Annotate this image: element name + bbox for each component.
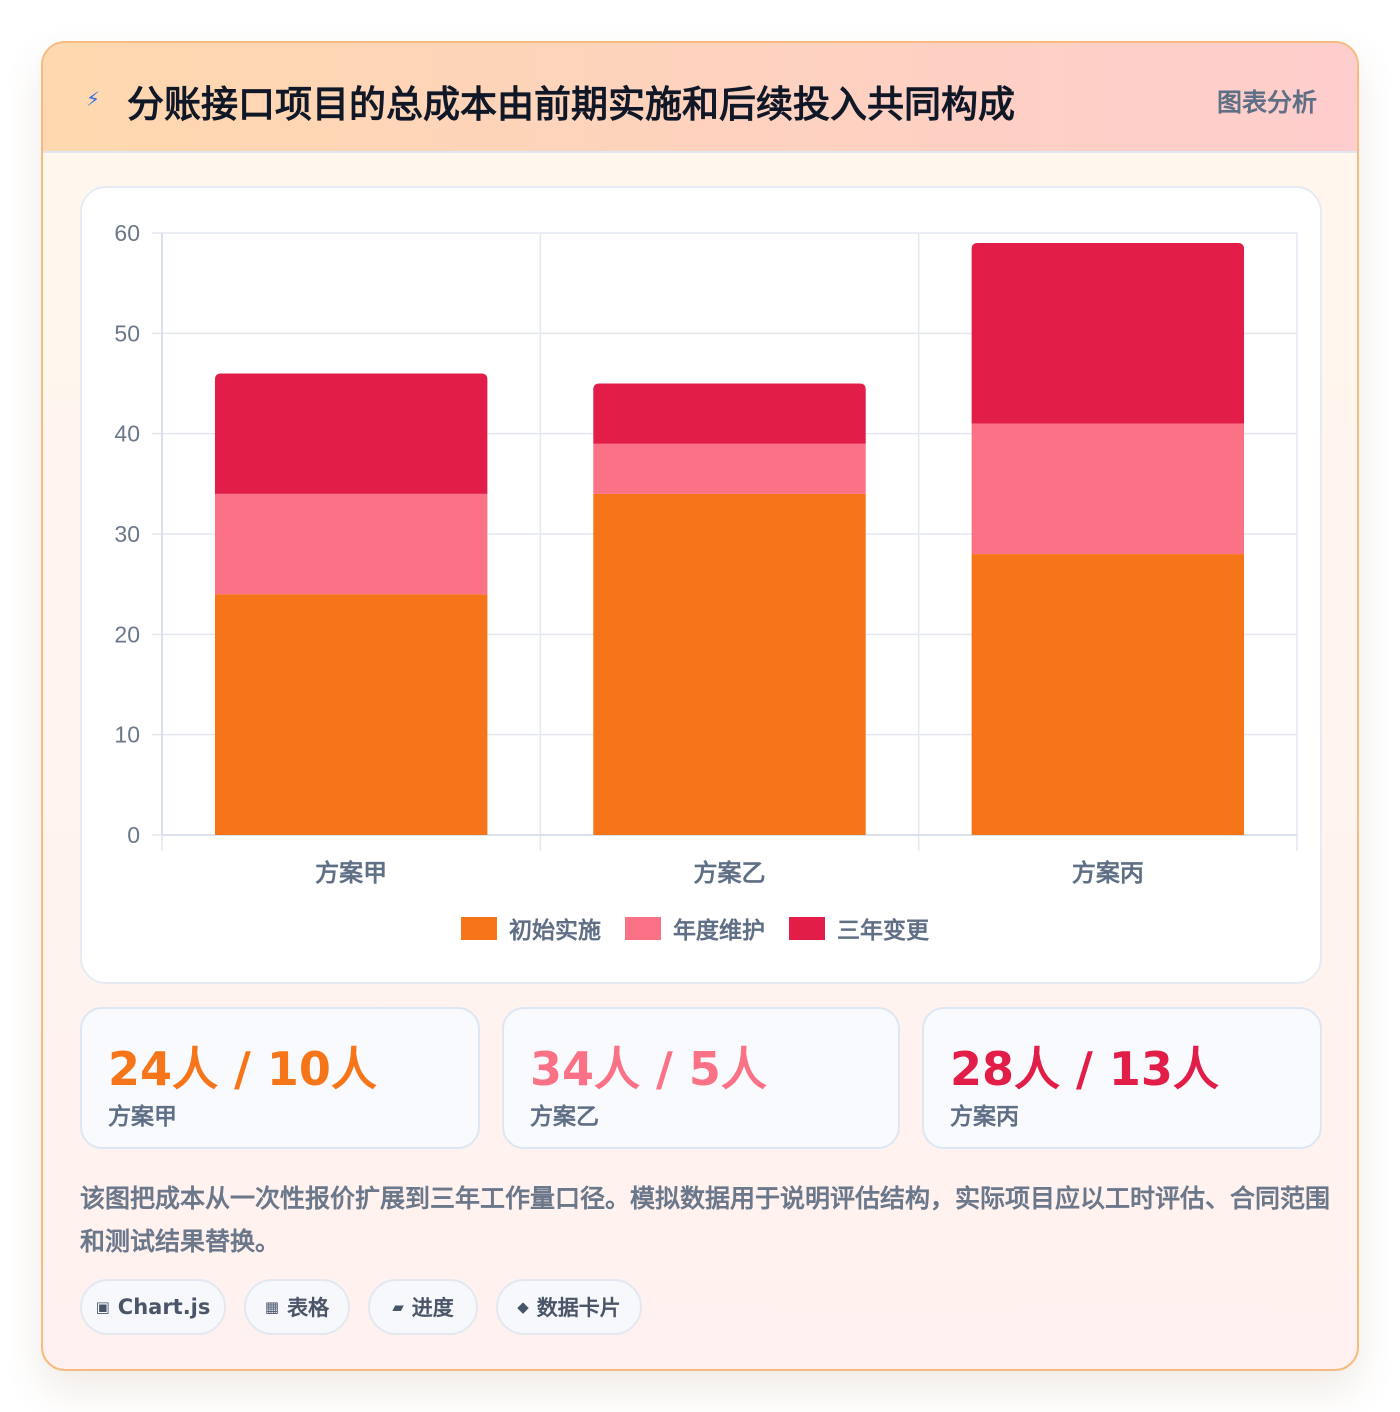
chip-label: Chart.js xyxy=(117,1295,211,1319)
bar-segment xyxy=(971,554,1245,835)
chart-panel: 0 10 20 30 40 50 60 方案甲 方案乙 方案丙初始实施 年度维护 三年变更 xyxy=(80,186,1322,984)
bar-segment xyxy=(971,243,1245,424)
chip-label: 进度 xyxy=(411,1296,454,1320)
legend-label: 初始实施 xyxy=(509,917,601,944)
progress-icon: ▰ xyxy=(392,1298,404,1316)
stat-label: 方案丙 xyxy=(950,1104,1019,1130)
stat-card-2: 34人 / 5人 方案乙 xyxy=(502,1007,900,1149)
chart-card: ⚡ 分账接口项目的总成本由前期实施和后续投入共同构成 图表分析 0 10 20 30 4… xyxy=(41,41,1359,1371)
bar-segment xyxy=(593,383,866,444)
card-header: ⚡ 分账接口项目的总成本由前期实施和后续投入共同构成 图表分析 xyxy=(43,43,1357,153)
card-title: 分账接口项目的总成本由前期实施和后续投入共同构成 xyxy=(127,83,1015,126)
bar-segment xyxy=(214,594,488,835)
bar-segment xyxy=(214,493,488,595)
x-tick-label: 方案丙 xyxy=(1072,859,1144,887)
legend-swatch xyxy=(625,917,661,940)
y-tick-label: 60 xyxy=(114,220,140,246)
bar-segment xyxy=(593,443,866,494)
chip-data-card[interactable]: ◆ 数据卡片 xyxy=(496,1279,642,1335)
chart-icon: ▣ xyxy=(95,1298,110,1316)
y-tick-label: 40 xyxy=(114,421,140,447)
stat-card-1: 24人 / 10人 方案甲 xyxy=(80,1007,480,1149)
bar-segment xyxy=(971,423,1245,555)
legend-swatch xyxy=(461,917,497,940)
y-tick-label: 30 xyxy=(114,521,140,547)
stat-value: 28人 / 13人 xyxy=(950,1042,1219,1096)
table-icon: ▦ xyxy=(264,1298,280,1316)
x-tick-label: 方案甲 xyxy=(315,859,387,887)
chip-table[interactable]: ▦ 表格 xyxy=(244,1279,350,1335)
chip-progress[interactable]: ▰ 进度 xyxy=(368,1279,478,1335)
bolt-icon: ⚡ xyxy=(86,87,101,111)
chip-label: 表格 xyxy=(287,1296,330,1320)
chart-analysis-tag: 图表分析 xyxy=(1216,88,1317,117)
stat-label: 方案乙 xyxy=(530,1104,599,1130)
bar-segment xyxy=(214,373,488,494)
chip-label: 数据卡片 xyxy=(536,1296,621,1320)
bar-segment xyxy=(593,493,866,835)
y-tick-label: 0 xyxy=(127,822,140,848)
stat-value: 34人 / 5人 xyxy=(530,1042,767,1096)
y-tick-label: 50 xyxy=(114,320,140,346)
stat-label: 方案甲 xyxy=(108,1104,177,1130)
x-tick-label: 方案乙 xyxy=(694,859,766,887)
y-tick-label: 10 xyxy=(114,722,140,748)
y-tick-label: 20 xyxy=(114,621,140,647)
legend-label: 三年变更 xyxy=(837,917,930,944)
legend-swatch xyxy=(789,917,825,940)
legend-label: 年度维护 xyxy=(673,917,765,944)
chip-chartjs[interactable]: ▣ Chart.js xyxy=(80,1279,226,1335)
chart-note: 该图把成本从一次性报价扩展到三年工作量口径。模拟数据用于说明评估结构，实际项目应… xyxy=(80,1184,1331,1256)
diamond-icon: ◆ xyxy=(517,1298,529,1316)
stat-value: 24人 / 10人 xyxy=(108,1042,377,1096)
stat-card-3: 28人 / 13人 方案丙 xyxy=(922,1007,1322,1149)
